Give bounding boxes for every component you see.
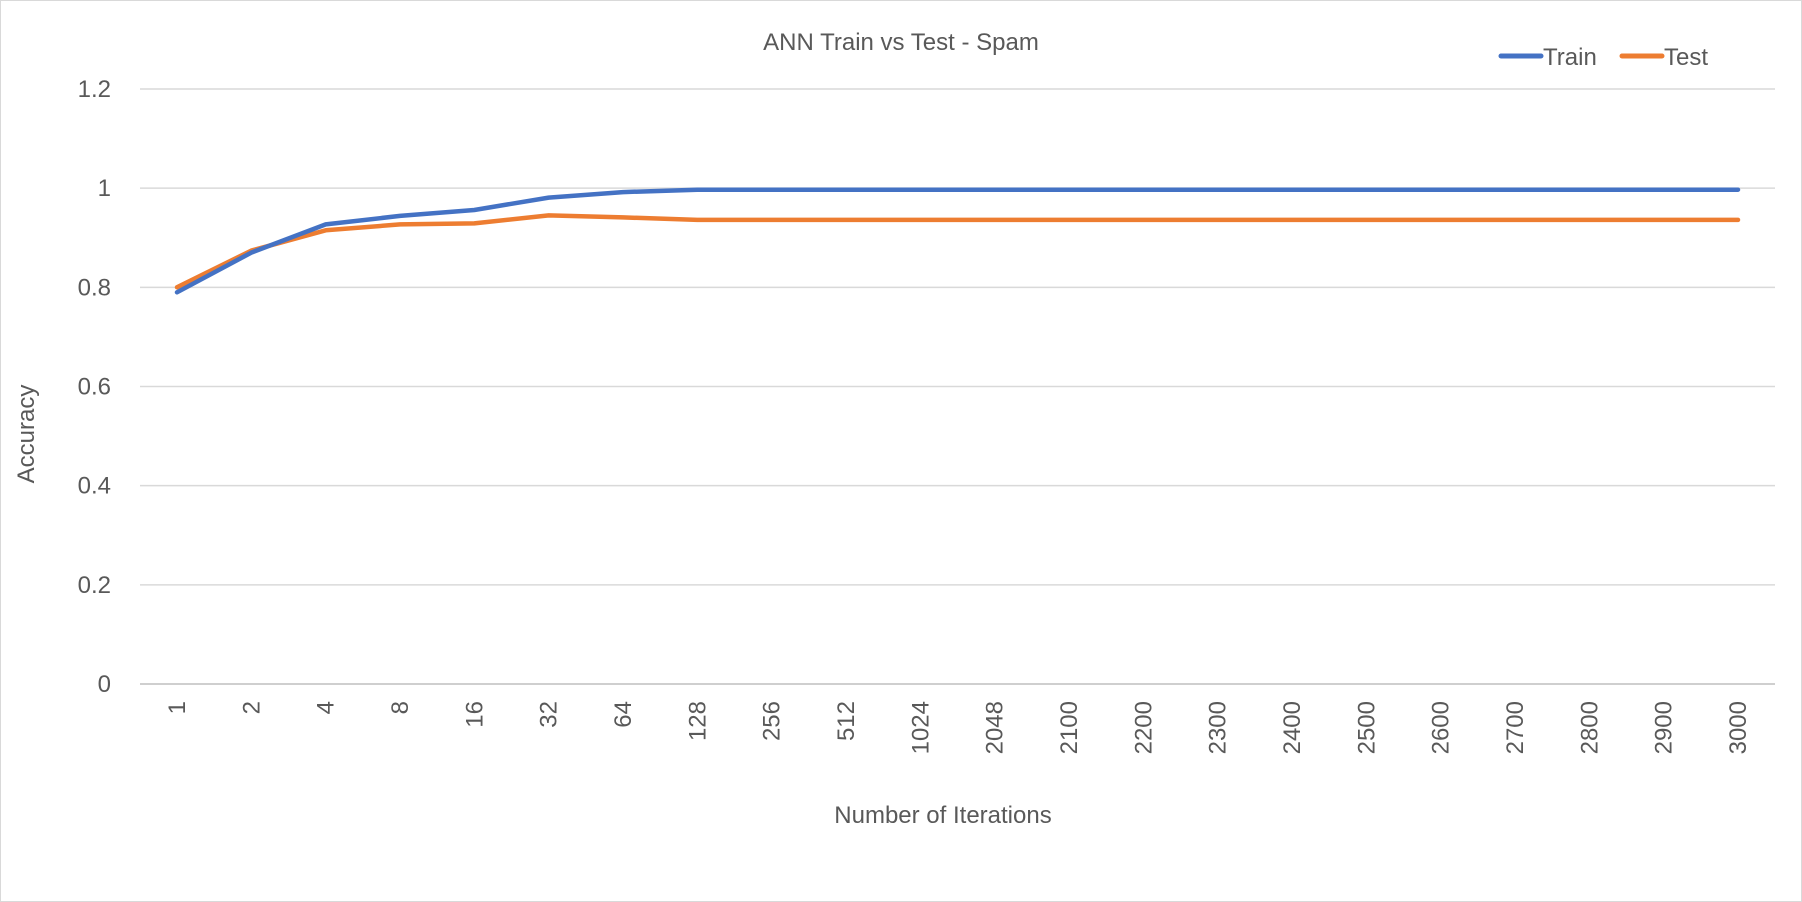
y-tick-label: 0.4	[78, 473, 111, 500]
x-axis-title: Number of Iterations	[834, 802, 1051, 829]
x-tick-label: 2500	[1353, 701, 1380, 754]
x-tick-label: 1	[164, 701, 191, 714]
y-tick-label: 0	[98, 671, 111, 698]
x-tick-label: 2048	[982, 701, 1009, 754]
x-tick-label: 2800	[1576, 701, 1603, 754]
y-tick-label: 1	[98, 175, 111, 202]
x-tick-label: 2700	[1502, 701, 1529, 754]
x-tick-label: 2200	[1130, 701, 1157, 754]
chart-title: ANN Train vs Test - Spam	[763, 29, 1039, 56]
x-tick-label: 1024	[907, 701, 934, 754]
gridlines	[140, 88, 1775, 685]
x-tick-label: 2900	[1651, 701, 1678, 754]
series-line-test	[174, 213, 1741, 290]
y-axis-ticks: 0 0.2 0.4 0.6 0.8 1 1.2	[78, 76, 111, 698]
x-axis-ticks: 1 2 4 8 16 32 64 128 256 512 1024 2048 2100 2200 2300 2…	[164, 701, 1752, 754]
y-tick-label: 0.8	[78, 274, 111, 301]
legend: Train Test	[1498, 44, 1708, 71]
y-tick-label: 0.2	[78, 572, 111, 599]
x-tick-label: 2300	[1205, 701, 1232, 754]
legend-label-train: Train	[1543, 44, 1597, 71]
series-line-train	[174, 187, 1741, 295]
x-tick-label: 16	[461, 701, 488, 728]
x-tick-label: 128	[684, 701, 711, 741]
x-tick-label: 64	[610, 701, 637, 728]
y-axis-title: Accuracy	[13, 385, 40, 484]
x-tick-label: 4	[313, 701, 340, 714]
x-tick-label: 3000	[1725, 701, 1752, 754]
x-tick-label: 2400	[1279, 701, 1306, 754]
x-tick-label: 2600	[1428, 701, 1455, 754]
y-tick-label: 0.6	[78, 374, 111, 401]
x-tick-label: 256	[759, 701, 786, 741]
x-tick-label: 2	[238, 701, 265, 714]
legend-label-test: Test	[1664, 44, 1708, 71]
series-lines	[174, 187, 1741, 295]
y-tick-label: 1.2	[78, 76, 111, 103]
x-tick-label: 8	[387, 701, 414, 714]
x-tick-label: 512	[833, 701, 860, 741]
x-tick-label: 32	[536, 701, 563, 728]
x-tick-label: 2100	[1056, 701, 1083, 754]
